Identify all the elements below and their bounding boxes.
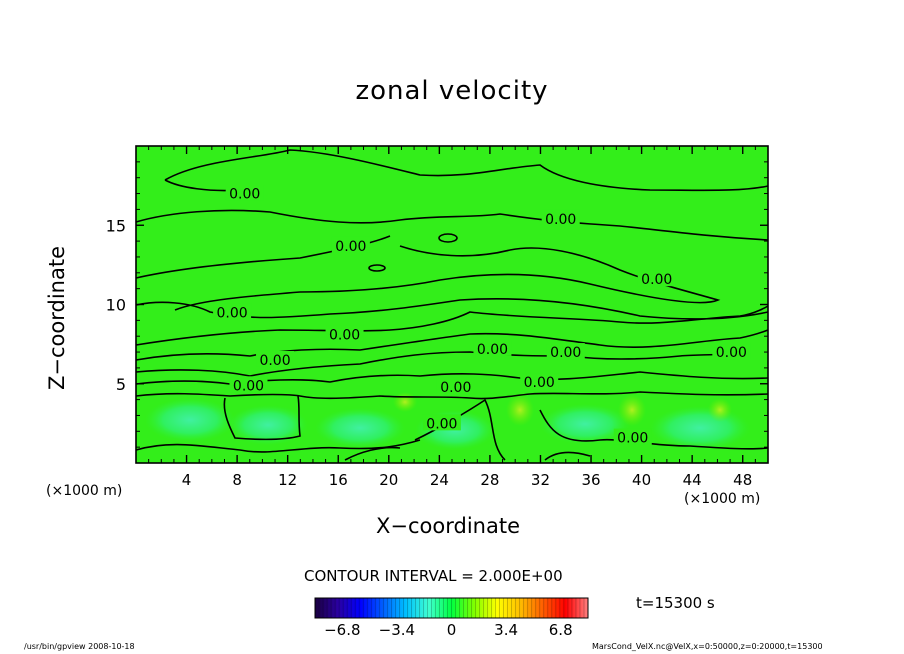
contour-label: 0.00 bbox=[545, 212, 576, 228]
x-tick-label: 44 bbox=[683, 471, 702, 489]
contour-label-bg bbox=[541, 209, 580, 226]
contour-line bbox=[135, 391, 769, 400]
x-tick-label: 36 bbox=[581, 471, 600, 489]
y-tick-label: 5 bbox=[116, 375, 126, 394]
contour-labels: 0.00 0.00 0.00 0.00 0.00 0.00 0.00 0.00 0.00 0.00… bbox=[213, 184, 751, 447]
contour-label-bg bbox=[473, 339, 512, 356]
contour-label: 0.00 bbox=[259, 353, 290, 369]
contour-interval-label: CONTOUR INTERVAL = 2.000E+00 bbox=[304, 567, 563, 585]
contour-label: 0.00 bbox=[641, 272, 672, 288]
x-tick-label: 40 bbox=[632, 471, 651, 489]
footer-source: MarsCond_VelX.nc@VelX,x=0:50000,z=0:2000… bbox=[592, 642, 823, 651]
contour-label-bg bbox=[520, 373, 559, 390]
x-axis-unit-left: (×1000 m) bbox=[46, 483, 123, 499]
x-tick-label: 8 bbox=[232, 471, 242, 489]
colorbar-segments bbox=[318, 598, 585, 618]
contour-line bbox=[135, 209, 769, 241]
time-label: t=15300 s bbox=[636, 594, 715, 612]
contour-line bbox=[223, 395, 301, 441]
contour-line bbox=[438, 233, 458, 243]
x-tick-label: 20 bbox=[379, 471, 398, 489]
x-tick-label: 48 bbox=[733, 471, 752, 489]
contour-label: 0.00 bbox=[335, 239, 366, 255]
contour-line bbox=[135, 351, 741, 377]
contour-label-bg bbox=[325, 325, 364, 342]
contour-line bbox=[344, 446, 401, 461]
contour-line bbox=[174, 245, 721, 311]
contour-label-bg bbox=[436, 377, 475, 394]
x-tick-label: 16 bbox=[329, 471, 348, 489]
colorbar-tick-label: 6.8 bbox=[548, 621, 573, 639]
contour-line bbox=[135, 297, 769, 320]
contour-label-bg bbox=[331, 236, 370, 253]
contour-label: 0.00 bbox=[477, 342, 508, 358]
x-axis-ticks: 4 8 12 16 20 24 28 32 36 40 44 48 bbox=[148, 146, 756, 489]
contour-line bbox=[135, 329, 769, 361]
contour-label: 0.00 bbox=[426, 416, 457, 432]
contour-line bbox=[368, 264, 386, 272]
contour-label-bg bbox=[712, 343, 751, 360]
x-tick-label: 32 bbox=[531, 471, 550, 489]
colorbar-tick-label: 0 bbox=[446, 621, 457, 639]
contour-label: 0.00 bbox=[617, 431, 648, 447]
contour-label: 0.00 bbox=[524, 375, 555, 391]
x-axis-unit-right: (×1000 m) bbox=[684, 491, 761, 507]
chart-title: zonal velocity bbox=[355, 76, 549, 106]
contour-label-bg bbox=[213, 303, 252, 320]
colorbar-tick-label: −3.4 bbox=[378, 621, 416, 639]
contour-label: 0.00 bbox=[229, 187, 260, 203]
contour-label-bg bbox=[229, 376, 268, 393]
contour-label-bg bbox=[225, 184, 264, 201]
contour-line bbox=[135, 305, 769, 346]
y-tick-label: 10 bbox=[106, 296, 126, 315]
colorbar-tick-label: 3.4 bbox=[494, 621, 519, 639]
contour-label-bg bbox=[422, 414, 461, 431]
y-axis-ticks: 5 10 15 bbox=[106, 161, 768, 448]
velocity-field-lower bbox=[145, 392, 750, 450]
contour-label: 0.00 bbox=[550, 345, 581, 361]
contour-label: 0.00 bbox=[329, 328, 360, 344]
x-tick-label: 4 bbox=[182, 471, 192, 489]
colorbar-tick-label: −6.8 bbox=[324, 621, 361, 639]
x-tick-label: 28 bbox=[480, 471, 499, 489]
contour-label-bg bbox=[546, 343, 585, 360]
contour-label-bg bbox=[613, 428, 652, 445]
x-tick-label: 12 bbox=[278, 471, 297, 489]
contour-label: 0.00 bbox=[216, 305, 247, 321]
contour-label: 0.00 bbox=[233, 378, 264, 394]
colorbar bbox=[314, 597, 589, 619]
contour-line bbox=[164, 149, 769, 192]
contour-label-bg bbox=[637, 270, 676, 287]
x-axis-label: X−coordinate bbox=[376, 514, 520, 538]
y-tick-label: 15 bbox=[106, 216, 126, 235]
contour-label: 0.00 bbox=[716, 345, 747, 361]
y-axis-label: Z−coordinate bbox=[45, 246, 69, 390]
footer-command: /usr/bin/gpview 2008-10-18 bbox=[24, 642, 135, 651]
contour-label-bg bbox=[256, 350, 295, 367]
x-tick-label: 24 bbox=[430, 471, 449, 489]
contour-label: 0.00 bbox=[440, 380, 471, 396]
contour-line bbox=[544, 451, 591, 461]
